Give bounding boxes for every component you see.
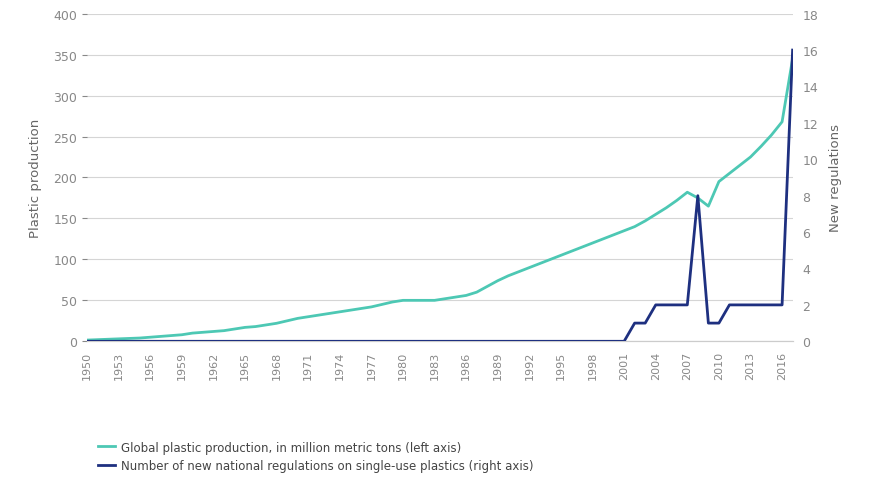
Y-axis label: New regulations: New regulations: [829, 124, 842, 232]
Y-axis label: Plastic production: Plastic production: [30, 119, 43, 238]
Legend: Global plastic production, in million metric tons (left axis), Number of new nat: Global plastic production, in million me…: [93, 436, 538, 477]
